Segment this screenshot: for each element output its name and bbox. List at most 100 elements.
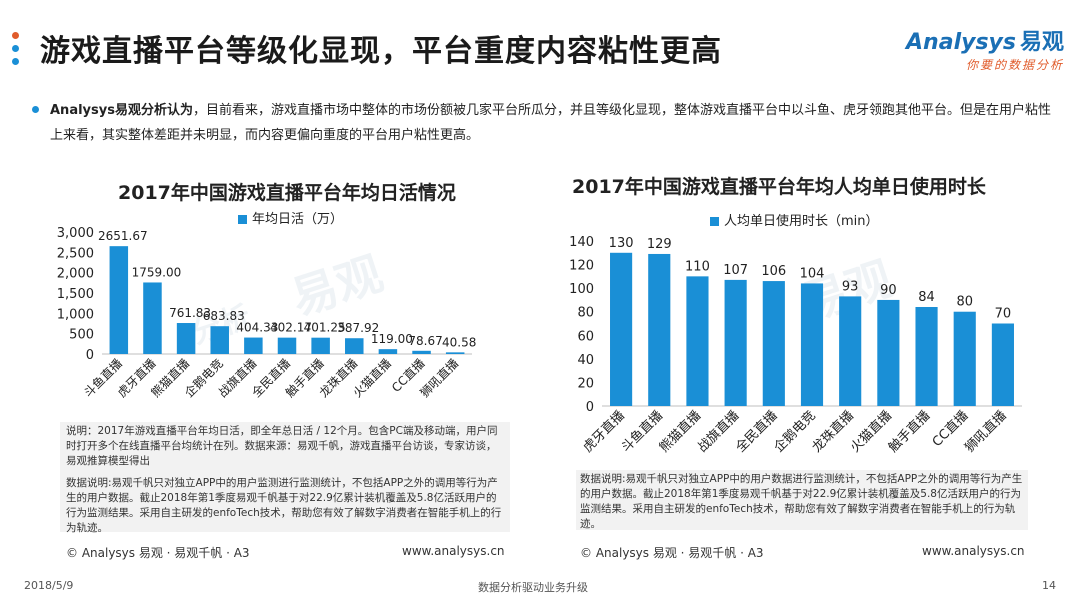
data-label-2: 1759.00 — [132, 265, 182, 279]
data-label-3: 761.83 — [169, 306, 211, 320]
y-tick-label: 120 — [569, 259, 594, 274]
category-label-2: 斗鱼直播 — [618, 408, 666, 456]
y-tick-label: 2,500 — [57, 246, 94, 261]
bar-6 — [800, 283, 824, 406]
legend-label: 年均日活（万） — [252, 212, 344, 227]
legend-label: 人均单日使用时长（min） — [724, 214, 879, 229]
bar-3 — [176, 323, 196, 354]
legend-swatch — [238, 215, 247, 224]
footer-page-number: 14 — [1042, 579, 1056, 592]
y-tick-label: 140 — [569, 235, 594, 250]
data-label-10: 78.67 — [408, 334, 442, 348]
bar-9 — [378, 349, 398, 354]
data-label-3: 110 — [685, 259, 710, 274]
bar-7 — [839, 296, 862, 406]
logo-tagline: 你要的数据分析 — [965, 58, 1064, 72]
bar-2 — [648, 253, 671, 406]
intro-bullet-icon — [32, 106, 39, 113]
bar-11 — [991, 323, 1014, 406]
bar-4 — [724, 279, 747, 406]
intro-text: ，目前看来，游戏直播市场中整体的市场份额被几家平台所瓜分，并且等级化显现，整体游… — [50, 103, 1051, 143]
intro-paragraph: Analysys易观分析认为，目前看来，游戏直播市场中整体的市场份额被几家平台所… — [32, 98, 1060, 148]
footer-date: 2018/5/9 — [24, 579, 74, 592]
chart-legend-left: 年均日活（万） — [238, 208, 343, 227]
chart-legend-right: 人均单日使用时长（min） — [710, 210, 879, 229]
intro-lead: Analysys易观分析认为 — [50, 103, 193, 118]
left-note-box — [60, 422, 510, 532]
bar-1 — [610, 252, 633, 406]
right-note-box — [576, 470, 1028, 530]
data-label-1: 130 — [609, 236, 634, 251]
bar-7 — [311, 337, 330, 354]
y-tick-label: 80 — [577, 306, 594, 321]
bar-9 — [915, 307, 938, 406]
logo-brand: Analysys 易观 — [906, 24, 1064, 56]
y-tick-label: 1,000 — [57, 307, 94, 322]
data-label-4: 107 — [723, 263, 748, 278]
data-label-5: 404.33 — [236, 321, 278, 335]
y-tick-label: 100 — [569, 282, 594, 297]
title-dot-blue — [12, 58, 19, 65]
bar-8 — [345, 338, 364, 354]
y-tick-label: 40 — [577, 353, 594, 368]
y-tick-label: 1,500 — [57, 287, 94, 302]
chart-title-left: 2017年中国游戏直播平台年均日活情况 — [118, 182, 456, 204]
category-label-7: 龙珠直播 — [810, 408, 857, 455]
bar-10 — [412, 350, 431, 354]
data-label-8: 387.92 — [337, 321, 379, 335]
left-note: 说明：2017年游戏直播平台年均日活，即全年总日活 / 12个月。包含PC端及移… — [66, 425, 498, 467]
category-label-11: 狮吼直播 — [962, 408, 1009, 455]
bar-6 — [277, 337, 297, 354]
y-tick-label: 0 — [586, 400, 594, 415]
bar-2 — [143, 282, 162, 354]
bar-10 — [953, 311, 976, 406]
bar-3 — [686, 276, 709, 406]
data-label-8: 90 — [880, 283, 897, 298]
right-data-note: 数据说明:易观千帆只对独立APP中的用户数据进行监测统计，不包括APP之外的调用… — [580, 473, 1023, 530]
data-label-11: 70 — [995, 307, 1012, 322]
data-label-7: 93 — [842, 279, 859, 294]
analysys-logo: Analysys 易观 你要的数据分析 — [906, 24, 1064, 73]
legend-swatch — [710, 217, 719, 226]
y-tick-label: 60 — [577, 329, 594, 344]
y-tick-label: 500 — [69, 328, 94, 343]
data-label-4: 683.83 — [203, 309, 245, 323]
data-label-10: 80 — [956, 295, 973, 310]
data-label-2: 129 — [647, 237, 672, 252]
logo-brand-cn: 易观 — [1019, 30, 1064, 55]
bar-4 — [210, 326, 229, 354]
title-dot-orange — [12, 32, 19, 39]
data-label-6: 104 — [800, 266, 825, 281]
right-website: www.analysys.cn — [922, 544, 1025, 558]
y-tick-label: 2,000 — [57, 267, 94, 282]
data-label-5: 106 — [761, 264, 786, 279]
left-data-note: 数据说明:易观千帆只对独立APP中的用户监测进行监测统计，不包括APP之外的调用… — [66, 477, 502, 534]
chart-title-right: 2017年中国游戏直播平台年均人均单日使用时长 — [572, 176, 986, 198]
bar-8 — [877, 299, 900, 406]
right-copyright: © Analysys 易观 · 易观千帆 · A3 — [580, 546, 764, 560]
y-tick-label: 20 — [577, 376, 594, 391]
left-website: www.analysys.cn — [402, 544, 505, 558]
data-label-11: 40.58 — [442, 335, 476, 349]
left-copyright: © Analysys 易观 · 易观千帆 · A3 — [66, 546, 250, 560]
title-bullet-dots — [12, 32, 20, 71]
bar-5 — [762, 281, 785, 406]
title-dot-blue — [12, 45, 19, 52]
bar-5 — [244, 337, 263, 354]
category-label-4: 战旗直播 — [694, 408, 742, 456]
category-label-5: 全民直播 — [733, 408, 781, 456]
logo-brand-en: Analysys — [906, 30, 1016, 55]
footer-slogan: 数据分析驱动业务升级 — [478, 581, 588, 594]
data-label-7: 401.25 — [304, 321, 346, 335]
page-title: 游戏直播平台等级化显现，平台重度内容粘性更高 — [40, 34, 722, 69]
bar-1 — [109, 246, 129, 354]
data-label-9: 84 — [918, 290, 935, 305]
data-label-1: 2651.67 — [98, 229, 148, 243]
data-label-9: 119.00 — [371, 332, 413, 346]
data-label-6: 402.17 — [270, 321, 312, 335]
y-tick-label: 3,000 — [57, 226, 94, 241]
bar-11 — [445, 352, 465, 354]
category-label-9: 触手直播 — [886, 408, 933, 455]
